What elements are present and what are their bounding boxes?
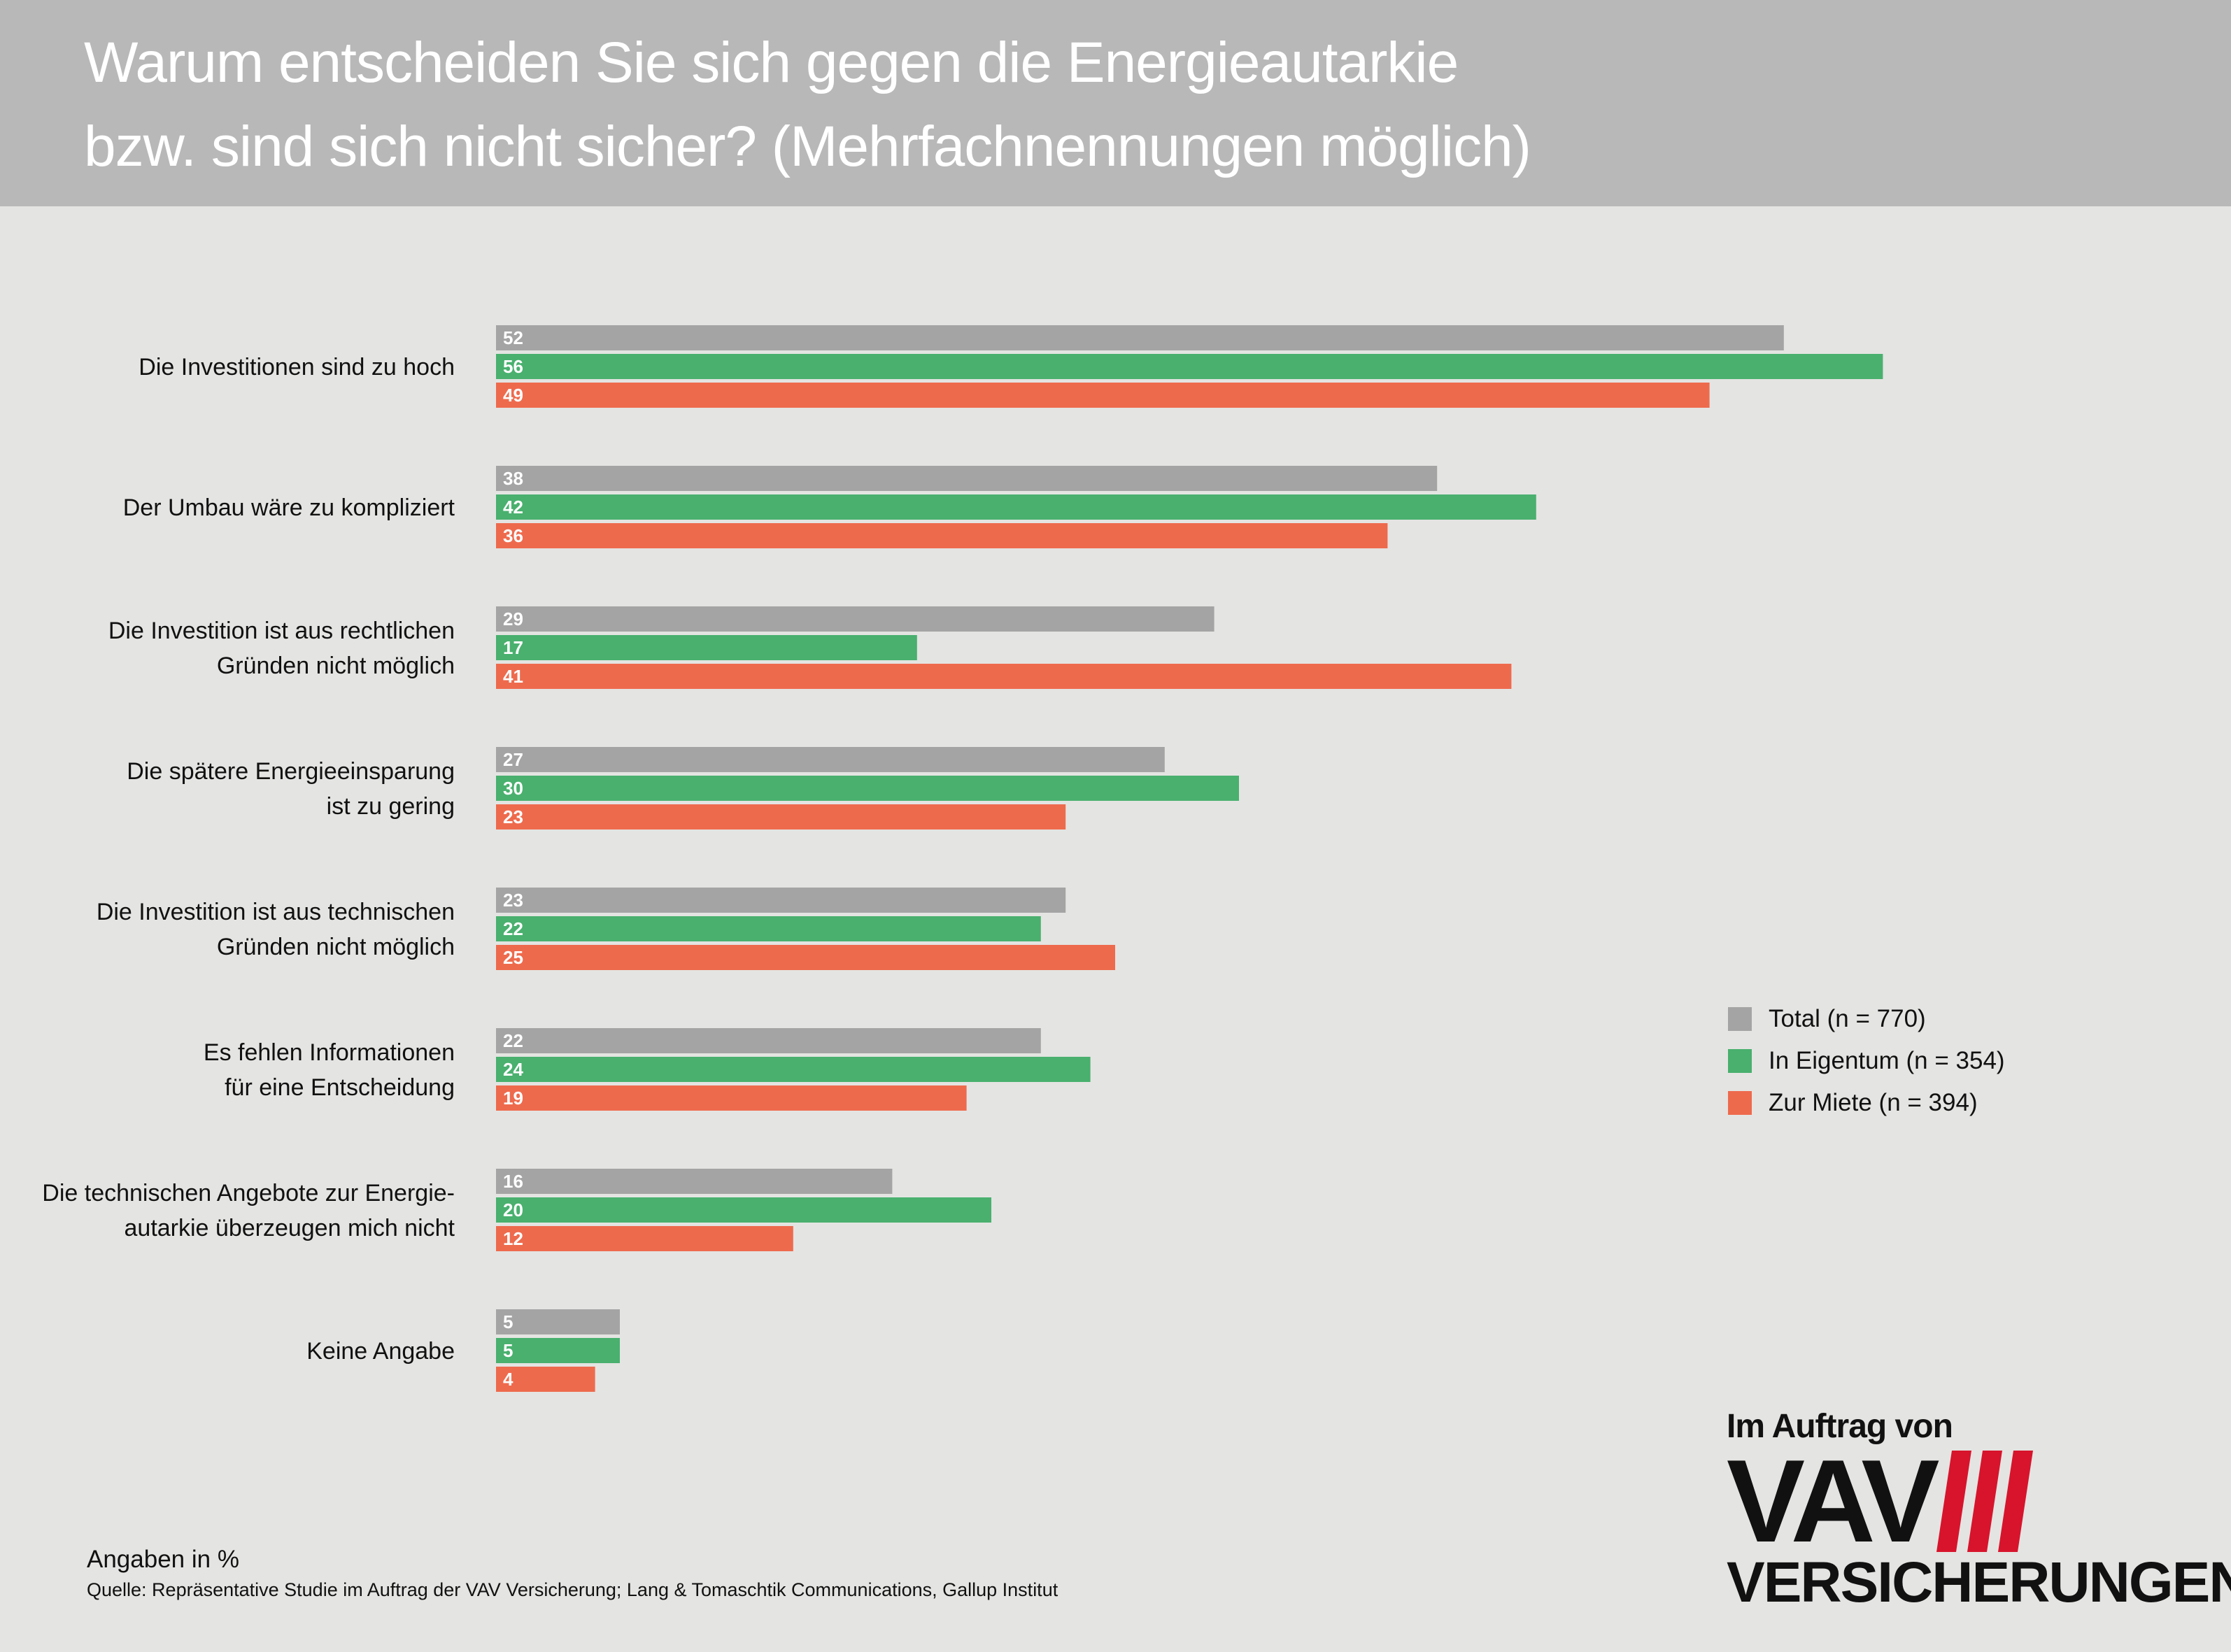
category-label-line: für eine Entscheidung	[225, 1074, 455, 1101]
bar-eigentum	[496, 494, 1536, 520]
legend-swatch-miete	[1728, 1091, 1752, 1115]
value-label-eigentum: 24	[503, 1059, 523, 1080]
bar-miete	[496, 1226, 793, 1251]
bar-eigentum	[496, 1197, 991, 1223]
bar-total	[496, 606, 1214, 632]
category-label-line: ist zu gering	[327, 793, 455, 820]
value-label-eigentum: 22	[503, 918, 523, 939]
bar-miete	[496, 804, 1066, 829]
value-label-eigentum: 20	[503, 1199, 523, 1220]
category-label-line: Keine Angabe	[306, 1338, 455, 1365]
value-label-miete: 41	[503, 666, 523, 687]
title-banner: Warum entscheiden Sie sich gegen die Ene…	[0, 0, 2231, 206]
legend-label-miete: Zur Miete (n = 394)	[1769, 1089, 1978, 1116]
category-label-line: Die Investition ist aus technischen	[97, 899, 455, 925]
bar-miete	[496, 383, 1710, 408]
bar-miete	[496, 1085, 967, 1111]
category-label-line: autarkie überzeugen mich nicht	[125, 1215, 455, 1241]
bar-total	[496, 325, 1784, 350]
bar-total	[496, 1028, 1041, 1053]
bar-total	[496, 1309, 620, 1334]
legend-label-total: Total (n = 770)	[1769, 1005, 1926, 1032]
category-label-line: Gründen nicht möglich	[217, 934, 455, 960]
bar-eigentum	[496, 916, 1041, 941]
units-note: Angaben in %	[87, 1546, 239, 1573]
value-label-miete: 25	[503, 947, 523, 968]
legend-swatch-eigentum	[1728, 1049, 1752, 1073]
value-label-total: 5	[503, 1311, 513, 1332]
bar-eigentum	[496, 1057, 1091, 1082]
bar-eigentum	[496, 354, 1883, 379]
value-label-miete: 4	[503, 1369, 514, 1390]
value-label-eigentum: 17	[503, 637, 523, 658]
value-label-eigentum: 56	[503, 356, 523, 377]
category-label-line: Die spätere Energieeinsparung	[127, 758, 455, 785]
category-label: Es fehlen Informationen für eine Entschei…	[204, 1039, 455, 1101]
value-label-eigentum: 42	[503, 497, 523, 518]
value-label-miete: 23	[503, 806, 523, 827]
chart-title-line-1: Warum entscheiden Sie sich gegen die Ene…	[84, 31, 1459, 94]
value-label-total: 52	[503, 327, 523, 348]
bar-miete	[496, 1367, 595, 1392]
category-label: Die spätere Energieeinsparung ist zu geri…	[127, 758, 455, 820]
value-label-eigentum: 5	[503, 1340, 513, 1361]
logo-stripe	[1967, 1451, 2002, 1552]
logo-stripe	[1936, 1451, 1971, 1552]
category-label-line: Die Investitionen sind zu hoch	[139, 354, 455, 380]
bar-eigentum	[496, 776, 1239, 801]
logo-mark: VAV	[1727, 1435, 1939, 1567]
value-label-miete: 36	[503, 525, 523, 546]
bar-eigentum	[496, 1338, 620, 1363]
value-label-miete: 19	[503, 1088, 523, 1109]
category-label-line: Es fehlen Informationen	[204, 1039, 455, 1066]
logo-stripe	[1998, 1451, 2033, 1552]
category-label: Keine Angabe	[306, 1338, 455, 1365]
bar-total	[496, 1169, 893, 1194]
category-label: Die Investitionen sind zu hoch	[139, 354, 455, 380]
category-label: Der Umbau wäre zu kompliziert	[123, 494, 455, 521]
bar-miete	[496, 664, 1512, 689]
legend-swatch-total	[1728, 1007, 1752, 1031]
bar-miete	[496, 945, 1115, 970]
logo-subtitle: VERSICHERUNGEN	[1727, 1551, 2231, 1614]
value-label-total: 27	[503, 749, 523, 770]
value-label-total: 23	[503, 890, 523, 911]
category-label: Die Investition ist aus technischen Gründ…	[97, 899, 455, 960]
category-label-line: Gründen nicht möglich	[217, 653, 455, 679]
bar-miete	[496, 523, 1388, 548]
chart-title-line-2: bzw. sind sich nicht sicher? (Mehrfachne…	[84, 115, 1531, 178]
bar-total	[496, 747, 1165, 772]
category-label-line: Die technischen Angebote zur Energie-	[42, 1180, 455, 1206]
category-label: Die technischen Angebote zur Energie-aut…	[42, 1180, 455, 1241]
legend-label-eigentum: In Eigentum (n = 354)	[1769, 1047, 2005, 1074]
bar-eigentum	[496, 635, 917, 660]
value-label-total: 29	[503, 608, 523, 629]
vav-logo: Im Auftrag von VAV VERSICHERUNGEN	[1727, 1407, 2231, 1617]
category-label-line: Der Umbau wäre zu kompliziert	[123, 494, 455, 521]
value-label-miete: 49	[503, 385, 523, 406]
bar-total	[496, 888, 1066, 913]
value-label-total: 22	[503, 1030, 523, 1051]
value-label-total: 16	[503, 1171, 523, 1192]
value-label-miete: 12	[503, 1228, 523, 1249]
bar-total	[496, 466, 1438, 491]
logo-stripes-icon	[1936, 1451, 2033, 1552]
category-label: Die Investition ist aus rechtlichen Gründ…	[108, 618, 455, 679]
source-note: Quelle: Repräsentative Studie im Auftrag…	[87, 1579, 1058, 1600]
value-label-eigentum: 30	[503, 778, 523, 799]
logo-tagline: Im Auftrag von	[1727, 1408, 1953, 1445]
category-label-line: Die Investition ist aus rechtlichen	[108, 618, 455, 644]
value-label-total: 38	[503, 468, 523, 489]
